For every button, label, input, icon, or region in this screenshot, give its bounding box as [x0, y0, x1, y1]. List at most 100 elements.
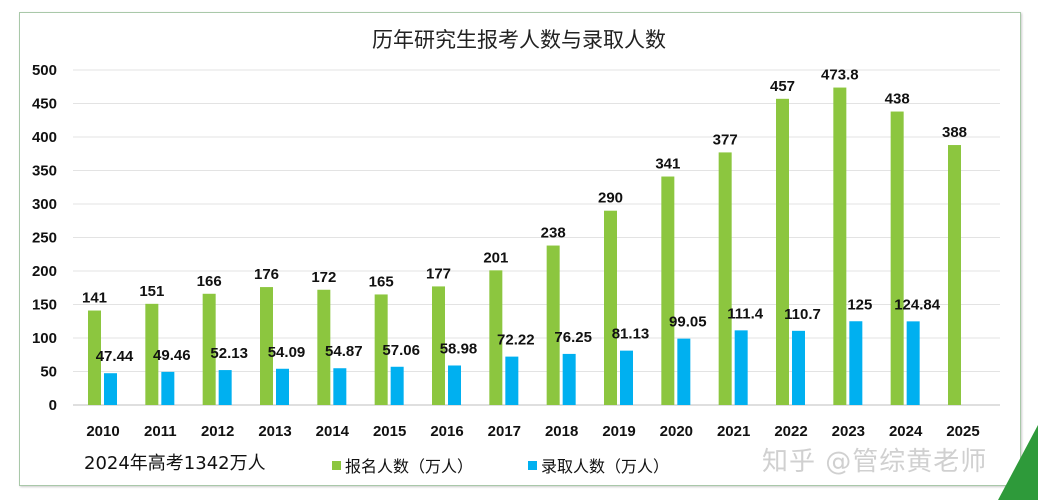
bar-admitted	[849, 321, 863, 405]
bar-applicants	[776, 98, 789, 405]
bar-admitted	[562, 353, 576, 405]
legend-swatch-blue	[528, 460, 537, 470]
data-label-applicants: 341	[655, 156, 680, 173]
x-tick-label: 2011	[144, 423, 177, 440]
data-label-admitted: 111.4	[727, 305, 764, 322]
chart-frame	[19, 12, 1021, 486]
bar-applicants	[260, 287, 273, 405]
bar-applicants	[489, 270, 503, 405]
bar-applicants	[833, 87, 847, 405]
bar-admitted	[505, 356, 519, 405]
x-tick-label: 2010	[86, 423, 119, 440]
data-label-admitted: 76.25	[554, 329, 592, 346]
x-tick-label: 2013	[258, 423, 291, 440]
bar-applicants	[890, 111, 904, 405]
data-label-applicants: 177	[426, 265, 451, 282]
data-label-applicants: 165	[369, 273, 394, 290]
data-label-applicants: 151	[139, 283, 164, 300]
data-label-admitted: 125	[847, 296, 872, 313]
x-tick-label: 2022	[774, 423, 807, 440]
bar-applicants	[718, 152, 732, 405]
data-label-applicants: 172	[311, 269, 336, 286]
y-tick-label: 400	[32, 129, 57, 146]
legend-label: 报名人数（万人）	[345, 457, 474, 476]
bar-admitted	[218, 370, 232, 405]
data-label-admitted: 49.46	[153, 347, 191, 364]
bar-admitted	[104, 373, 117, 405]
bar-applicants	[432, 286, 445, 405]
bar-admitted	[620, 350, 633, 405]
x-tick-label: 2015	[373, 423, 406, 440]
data-label-applicants: 176	[254, 266, 279, 283]
y-tick-label: 450	[32, 96, 57, 113]
bar-applicants	[202, 293, 216, 405]
x-tick-label: 2018	[545, 423, 578, 440]
legend-swatch-green	[332, 460, 341, 470]
x-tick-label: 2023	[832, 423, 865, 440]
y-tick-label: 100	[32, 330, 57, 347]
data-label-admitted: 58.98	[440, 340, 478, 357]
data-label-applicants: 457	[770, 78, 795, 95]
bar-admitted	[792, 330, 805, 405]
gaokao-note: 2024年高考1342万人	[84, 453, 266, 474]
bar-admitted	[333, 368, 347, 405]
x-tick-label: 2017	[488, 423, 521, 440]
data-label-applicants: 438	[885, 91, 910, 108]
y-tick-label: 200	[32, 263, 57, 280]
data-label-admitted: 54.09	[268, 344, 306, 361]
x-tick-label: 2020	[660, 423, 693, 440]
bar-admitted	[390, 366, 404, 405]
data-label-applicants: 201	[483, 249, 508, 266]
data-label-admitted: 99.05	[669, 314, 707, 331]
data-label-applicants: 290	[598, 190, 623, 207]
bar-admitted	[906, 321, 920, 405]
bar-applicants	[317, 289, 331, 405]
y-tick-label: 350	[32, 163, 57, 180]
bar-applicants	[546, 245, 560, 405]
bar-applicants	[145, 303, 159, 405]
data-label-admitted: 72.22	[497, 332, 535, 349]
x-tick-label: 2019	[602, 423, 635, 440]
y-tick-label: 0	[49, 397, 57, 414]
y-tick-label: 300	[32, 196, 57, 213]
data-label-applicants: 166	[197, 273, 222, 290]
bar-applicants	[661, 176, 675, 405]
legend-label: 录取人数（万人）	[541, 457, 670, 476]
x-tick-label: 2025	[946, 423, 979, 440]
y-tick-label: 500	[32, 62, 57, 79]
x-tick-label: 2014	[316, 423, 350, 440]
data-label-applicants: 388	[942, 124, 967, 141]
data-label-applicants: 377	[713, 131, 738, 148]
y-tick-label: 150	[32, 297, 57, 314]
bar-applicants	[374, 294, 388, 405]
chart-title: 历年研究生报考人数与录取人数	[372, 28, 666, 52]
data-label-admitted: 54.87	[325, 343, 363, 360]
bar-applicants	[948, 145, 961, 406]
data-label-applicants: 473.8	[821, 67, 859, 84]
data-label-admitted: 124.84	[894, 296, 941, 313]
legend-item-admitted: 录取人数（万人）	[528, 453, 669, 477]
data-label-applicants: 238	[541, 225, 566, 242]
data-label-admitted: 52.13	[210, 345, 248, 362]
y-tick-label: 50	[40, 364, 57, 381]
bar-admitted	[448, 365, 461, 405]
corner-decoration	[998, 425, 1038, 500]
x-tick-label: 2016	[430, 423, 463, 440]
data-label-admitted: 57.06	[382, 342, 420, 359]
x-tick-label: 2024	[889, 423, 923, 440]
data-label-applicants: 141	[82, 290, 107, 307]
y-tick-label: 250	[32, 230, 57, 247]
data-label-admitted: 47.44	[96, 348, 134, 365]
legend-item-applicants: 报名人数（万人）	[332, 453, 473, 477]
data-label-admitted: 110.7	[784, 306, 821, 323]
bar-admitted	[677, 338, 691, 405]
x-tick-label: 2012	[201, 423, 234, 440]
bar-admitted	[276, 368, 289, 405]
x-tick-label: 2021	[717, 423, 750, 440]
bar-admitted	[161, 371, 175, 405]
bar-applicants	[88, 310, 101, 405]
bar-applicants	[604, 210, 617, 405]
bar-admitted	[734, 330, 748, 405]
data-label-admitted: 81.13	[612, 326, 650, 343]
